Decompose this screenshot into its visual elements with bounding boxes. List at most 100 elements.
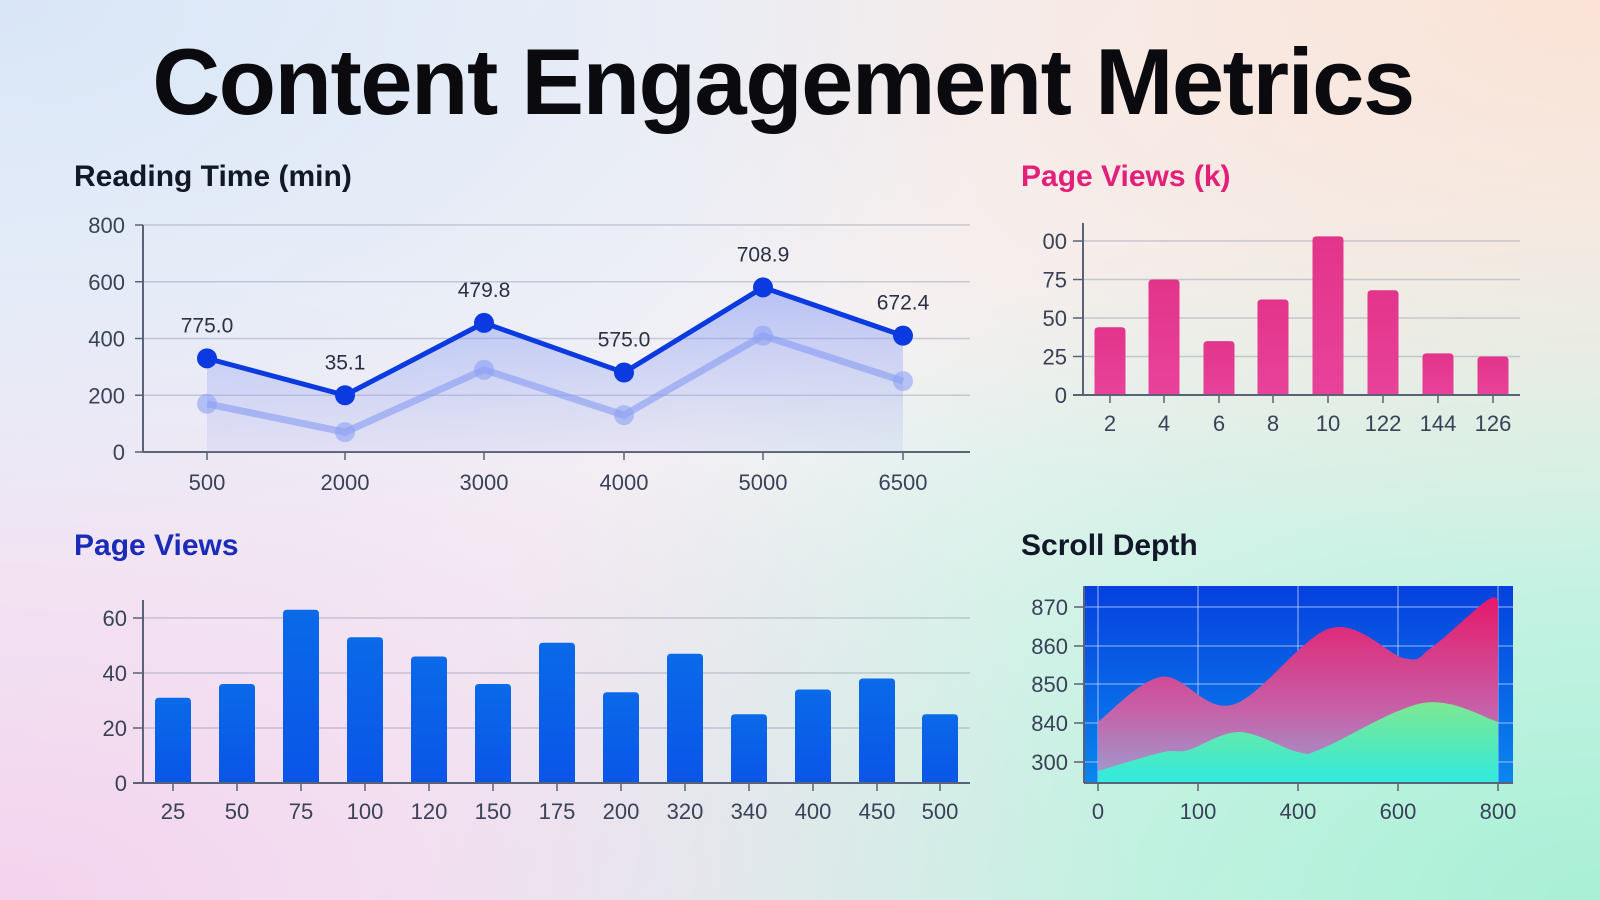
x-tick-label: 10	[1316, 411, 1340, 436]
data-label: 35.1	[325, 351, 366, 374]
page-views-title: Page Views	[74, 529, 239, 562]
x-tick-label: 6	[1213, 411, 1225, 436]
x-tick-label: 3000	[460, 470, 509, 495]
x-tick-label: 50	[225, 799, 249, 824]
faded-point	[614, 405, 634, 426]
page-views-k-title: Page Views (k)	[1021, 160, 1231, 193]
faded-point	[893, 371, 913, 392]
y-tick-label: 25	[1043, 345, 1067, 370]
x-tick-label: 4000	[600, 470, 649, 495]
reading-time-title: Reading Time (min)	[74, 160, 352, 193]
y-tick-label: 600	[88, 270, 125, 295]
x-tick-label: 126	[1475, 411, 1512, 436]
x-tick-label: 200	[603, 799, 640, 824]
x-tick-label: 2	[1104, 411, 1116, 436]
bar	[219, 684, 255, 783]
x-tick-label: 500	[922, 799, 959, 824]
x-tick-label: 5000	[739, 470, 788, 495]
y-tick-label: 00	[1043, 229, 1067, 254]
y-tick-label: 50	[1043, 306, 1067, 331]
bar	[283, 609, 319, 783]
x-tick-label: 600	[1380, 799, 1417, 824]
faded-point	[197, 393, 217, 414]
x-tick-label: 75	[289, 799, 313, 824]
data-label: 575.0	[598, 329, 651, 352]
faded-point	[335, 422, 355, 443]
bar	[1312, 236, 1344, 395]
bar	[475, 684, 511, 783]
y-tick-label: 0	[1055, 383, 1067, 408]
series-area	[207, 287, 903, 452]
data-label: 708.9	[737, 243, 790, 266]
y-tick-label: 860	[1031, 634, 1068, 659]
bar	[155, 697, 191, 783]
x-tick-label: 0	[1092, 799, 1104, 824]
bar	[411, 656, 447, 783]
data-point	[753, 277, 773, 298]
x-tick-label: 8	[1267, 411, 1279, 436]
x-tick-label: 2000	[321, 470, 370, 495]
y-tick-label: 870	[1031, 595, 1068, 620]
series-line	[206, 284, 904, 398]
page-title: Content Engagement Metrics	[152, 29, 1415, 134]
bar	[539, 642, 575, 783]
data-point	[197, 348, 217, 369]
faded-point	[474, 359, 494, 380]
bar	[1257, 299, 1289, 395]
x-tick-label: 100	[1180, 799, 1217, 824]
x-tick-label: 25	[161, 799, 185, 824]
x-tick-label: 144	[1420, 411, 1457, 436]
bar	[1422, 353, 1454, 395]
x-tick-label: 122	[1365, 411, 1402, 436]
bar	[1477, 356, 1509, 395]
y-tick-label: 400	[88, 327, 125, 352]
bar	[922, 714, 958, 783]
data-point	[474, 312, 494, 333]
bar	[667, 653, 703, 783]
data-point	[893, 325, 913, 346]
x-tick-label: 100	[347, 799, 384, 824]
data-label: 775.0	[181, 314, 234, 337]
y-tick-label: 75	[1043, 268, 1067, 293]
bar	[603, 692, 639, 783]
y-tick-label: 0	[115, 771, 127, 796]
data-label: 479.8	[458, 279, 511, 302]
y-tick-label: 60	[103, 606, 127, 631]
bar	[731, 714, 767, 783]
bar	[347, 637, 383, 783]
y-tick-label: 40	[103, 661, 127, 686]
bar	[1367, 290, 1399, 395]
bar	[1148, 279, 1180, 395]
scroll-depth-title: Scroll Depth	[1021, 529, 1198, 562]
faded-series-line	[206, 332, 905, 436]
y-tick-label: 840	[1031, 711, 1068, 736]
areas-group	[1098, 597, 1498, 783]
data-label: 672.4	[877, 292, 930, 315]
bar	[1094, 327, 1126, 395]
y-tick-label: 300	[1031, 750, 1068, 775]
bar	[859, 678, 895, 783]
y-tick-label: 0	[113, 440, 125, 465]
faded-point	[753, 325, 773, 346]
y-tick-label: 200	[88, 383, 125, 408]
data-point	[335, 385, 355, 406]
y-tick-label: 800	[88, 213, 125, 238]
x-tick-label: 120	[411, 799, 448, 824]
x-tick-label: 400	[1280, 799, 1317, 824]
y-tick-label: 850	[1031, 672, 1068, 697]
x-tick-label: 400	[795, 799, 832, 824]
x-tick-label: 6500	[879, 470, 928, 495]
area-series	[1098, 702, 1498, 783]
bar	[795, 689, 831, 783]
x-tick-label: 800	[1480, 799, 1517, 824]
x-tick-label: 450	[859, 799, 896, 824]
data-point	[614, 362, 634, 383]
x-tick-label: 150	[475, 799, 512, 824]
x-tick-label: 340	[731, 799, 768, 824]
x-tick-label: 4	[1158, 411, 1170, 436]
y-tick-label: 20	[103, 716, 127, 741]
bar	[1203, 341, 1235, 395]
x-tick-label: 320	[667, 799, 704, 824]
x-tick-label: 175	[539, 799, 576, 824]
